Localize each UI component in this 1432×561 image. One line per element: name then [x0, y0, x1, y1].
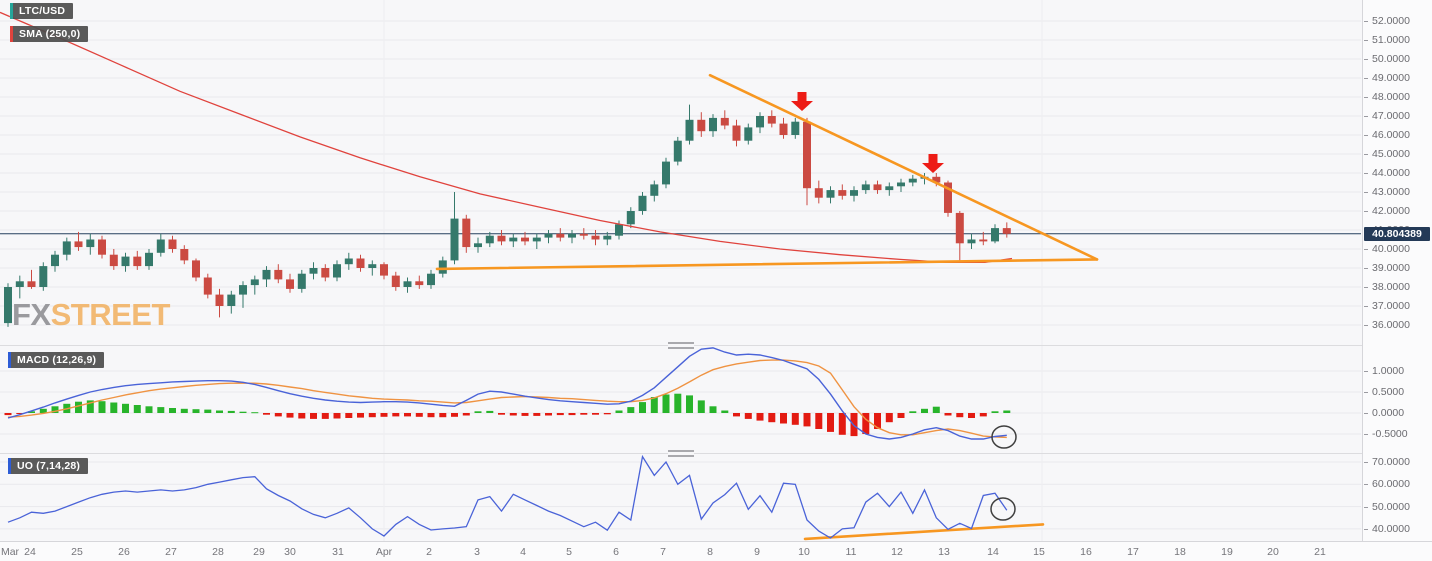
price-tick-label: 50.0000 — [1363, 53, 1432, 65]
time-tick-label: 21 — [1314, 546, 1326, 558]
current-price-label: 40.804389 — [1372, 228, 1422, 240]
uo-tick-label: 70.0000 — [1363, 456, 1432, 468]
chart-canvas[interactable] — [0, 0, 1362, 541]
sma-badge-color-bar — [10, 26, 13, 42]
time-tick-label: 8 — [707, 546, 713, 558]
time-tick-label: 15 — [1033, 546, 1045, 558]
uo-gridlines — [0, 461, 1361, 530]
price-axis[interactable]: 40.804389 52.0000 51.0000 50.0000 49.0000 48… — [1362, 0, 1432, 541]
price-tick-label: 40.0000 — [1363, 243, 1432, 255]
price-tick-label: 38.0000 — [1363, 281, 1432, 293]
sell-arrow-2 — [922, 154, 944, 173]
time-tick-label: 24 — [24, 546, 36, 558]
time-tick-label: Mar — [0, 546, 20, 558]
time-tick-label: Apr — [375, 546, 393, 558]
vertical-gridlines — [383, 0, 1043, 541]
uo-badge-color-bar — [8, 458, 11, 474]
macd-tick-label: 0.0000 — [1363, 407, 1432, 419]
time-tick-label: 18 — [1174, 546, 1186, 558]
fxstreet-logo-fx: FX — [12, 297, 51, 332]
uo-label: UO (7,14,28) — [17, 460, 81, 472]
macd-tick-label: 0.5000 — [1363, 386, 1432, 398]
price-tick-label: 37.0000 — [1363, 300, 1432, 312]
time-tick-label: 12 — [891, 546, 903, 558]
time-tick-label: 14 — [987, 546, 999, 558]
time-tick-label: 4 — [520, 546, 526, 558]
time-tick-label: 28 — [212, 546, 224, 558]
sma-indicator-badge[interactable]: SMA (250,0) — [10, 26, 89, 42]
time-tick-label: 13 — [938, 546, 950, 558]
macd-tick-label: -0.5000 — [1363, 428, 1432, 440]
candle-series[interactable] — [4, 104, 1011, 327]
price-tick-label: 42.0000 — [1363, 205, 1432, 217]
trendline-lower[interactable] — [435, 258, 1099, 271]
time-tick-label: 7 — [660, 546, 666, 558]
splitter-grip-icon[interactable] — [668, 450, 694, 457]
symbol-badge-color-bar — [10, 3, 13, 19]
fxstreet-logo: FXSTREET — [12, 297, 170, 333]
time-tick-label: 6 — [613, 546, 619, 558]
uo-tick-label: 60.0000 — [1363, 478, 1432, 490]
splitter-grip-icon[interactable] — [668, 342, 694, 349]
price-tick-label: 43.0000 — [1363, 186, 1432, 198]
symbol-label: LTC/USD — [19, 5, 66, 17]
time-axis[interactable]: Mar 24 25 26 27 28 29 30 31 Apr 2 3 4 5 6 7 8 9 10 11 12 13 14… — [0, 541, 1432, 561]
price-tick-label: 39.0000 — [1363, 262, 1432, 274]
time-tick-label: 26 — [118, 546, 130, 558]
sell-arrow-1 — [791, 92, 813, 111]
price-tick-label: 44.0000 — [1363, 167, 1432, 179]
price-tick-label: 46.0000 — [1363, 129, 1432, 141]
price-tick-label: 48.0000 — [1363, 91, 1432, 103]
time-tick-label: 19 — [1221, 546, 1233, 558]
macd-line — [7, 347, 1007, 440]
macd-label: MACD (12,26,9) — [17, 354, 97, 366]
price-tick-label: 49.0000 — [1363, 72, 1432, 84]
price-tick-label: 45.0000 — [1363, 148, 1432, 160]
price-gridlines — [0, 20, 1361, 326]
macd-tick-label: 1.0000 — [1363, 365, 1432, 377]
time-tick-label: 11 — [845, 546, 857, 558]
macd-circle-annotation — [991, 425, 1017, 449]
time-tick-label: 10 — [798, 546, 810, 558]
splitter-line — [0, 453, 1432, 454]
price-tick-label: 51.0000 — [1363, 34, 1432, 46]
pane-splitter-macd[interactable] — [0, 342, 1432, 349]
time-tick-label: 16 — [1080, 546, 1092, 558]
time-tick-label: 30 — [284, 546, 296, 558]
splitter-line — [0, 345, 1432, 346]
time-tick-label: 27 — [165, 546, 177, 558]
uo-trendline[interactable] — [803, 523, 1045, 541]
time-tick-label: 29 — [253, 546, 265, 558]
time-tick-label: 2 — [426, 546, 432, 558]
time-tick-label: 25 — [71, 546, 83, 558]
sma-label: SMA (250,0) — [19, 28, 81, 40]
pane-splitter-uo[interactable] — [0, 450, 1432, 457]
price-tick-label: 36.0000 — [1363, 319, 1432, 331]
time-tick-label: 20 — [1267, 546, 1279, 558]
macd-badge-color-bar — [8, 352, 11, 368]
symbol-badge[interactable]: LTC/USD — [10, 3, 74, 19]
sma-line — [0, 11, 1013, 263]
uo-tick-label: 40.0000 — [1363, 523, 1432, 535]
time-tick-label: 31 — [332, 546, 344, 558]
time-tick-label: 5 — [566, 546, 572, 558]
fxstreet-logo-street: STREET — [50, 297, 171, 332]
trendline-upper[interactable] — [708, 73, 1099, 261]
price-tick-label: 47.0000 — [1363, 110, 1432, 122]
time-tick-label: 17 — [1127, 546, 1139, 558]
uo-tick-label: 50.0000 — [1363, 501, 1432, 513]
uo-line — [7, 454, 1008, 539]
uo-indicator-badge[interactable]: UO (7,14,28) — [8, 458, 89, 474]
price-tick-label: 52.0000 — [1363, 15, 1432, 27]
macd-signal-line — [7, 359, 1007, 439]
macd-indicator-badge[interactable]: MACD (12,26,9) — [8, 352, 105, 368]
macd-histogram — [4, 393, 1011, 437]
current-price-badge: 40.804389 — [1364, 227, 1430, 241]
time-tick-label: 3 — [474, 546, 480, 558]
uo-circle-annotation — [990, 497, 1016, 521]
time-tick-label: 9 — [754, 546, 760, 558]
